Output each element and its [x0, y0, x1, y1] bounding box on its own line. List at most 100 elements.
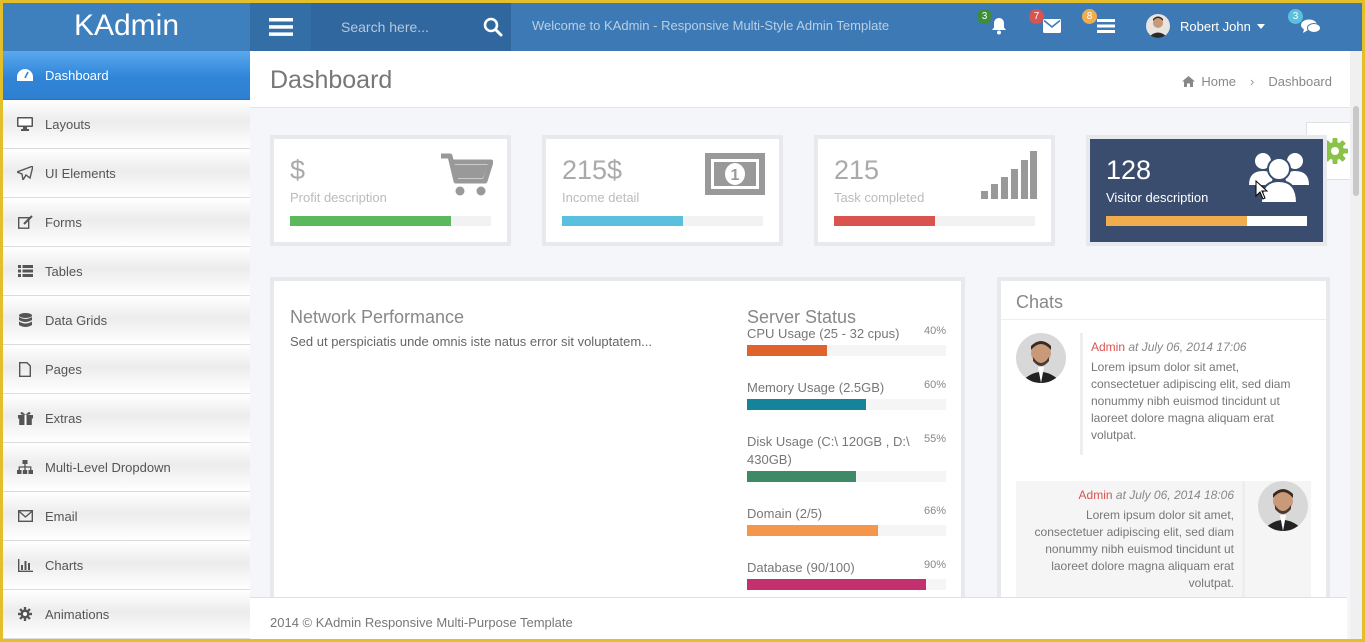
server-status-label: Database (90/100) [747, 560, 855, 575]
app-frame: KAdmin Dashboard Layouts UI Elements Forms T… [3, 3, 1362, 639]
bar-chart-icon [17, 557, 33, 573]
sidebar-item-label: Email [45, 508, 78, 524]
sidebar-item-animations[interactable]: Animations [3, 590, 250, 639]
sidebar-item-label: Tables [45, 263, 83, 279]
stat-progress [562, 216, 763, 226]
chat-badge: 3 [1288, 9, 1303, 24]
stat-card-visitors: 128 Visitor description [1086, 135, 1327, 246]
divider [1001, 319, 1326, 320]
chat-bubble: Admin at July 06, 2014 17:06 Lorem ipsum… [1091, 339, 1311, 444]
sidebar-item-label: Multi-Level Dropdown [45, 459, 171, 475]
sidebar-item-label: Forms [45, 214, 82, 230]
stat-description: Visitor description [1106, 190, 1209, 205]
sidebar-item-pages[interactable]: Pages [3, 345, 250, 394]
sidebar-item-ui-elements[interactable]: UI Elements [3, 149, 250, 198]
sidebar-item-layouts[interactable]: Layouts [3, 100, 250, 149]
money-icon: 1 [705, 153, 765, 195]
sidebar-item-label: Pages [45, 361, 82, 377]
sidebar-item-multi-level-dropdown[interactable]: Multi-Level Dropdown [3, 443, 250, 492]
sidebar-item-extras[interactable]: Extras [3, 394, 250, 443]
user-menu[interactable]: Robert John [1146, 14, 1265, 38]
comments-icon[interactable] [1301, 19, 1321, 35]
chat-message: Admin at July 06, 2014 18:06 Lorem ipsum… [1016, 481, 1311, 601]
caret-down-icon [1256, 23, 1265, 29]
sidebar-item-tables[interactable]: Tables [3, 247, 250, 296]
server-status-label: Domain (2/5) [747, 506, 823, 521]
search-icon[interactable] [483, 17, 503, 37]
stat-description: Income detail [562, 190, 640, 205]
mouse-cursor-icon [1255, 180, 1268, 200]
chat-text: Lorem ipsum dolor sit amet, consectetuer… [1091, 360, 1291, 442]
sidebar-item-label: Charts [45, 557, 84, 573]
sidebar-item-email[interactable]: Email [3, 492, 250, 541]
server-status-bar [747, 399, 946, 410]
server-status-bar [747, 579, 946, 590]
svg-text:1: 1 [731, 167, 740, 184]
scrollbar[interactable] [1350, 51, 1362, 639]
envelope-icon[interactable] [1043, 19, 1061, 33]
scroll-thumb[interactable] [1353, 106, 1359, 196]
avatar [1146, 14, 1170, 38]
sidebar-item-charts[interactable]: Charts [3, 541, 250, 590]
brand-logo[interactable]: KAdmin [3, 3, 250, 51]
stat-value: 128 [1106, 155, 1152, 185]
stat-value: 215 [834, 155, 880, 185]
footer: 2014 © KAdmin Responsive Multi-Purpose T… [250, 597, 1347, 639]
bell-badge: 3 [977, 9, 992, 24]
sitemap-icon [17, 459, 33, 475]
server-status-percent: 90% [923, 559, 946, 571]
stat-progress-fill [562, 216, 683, 226]
chats-title: Chats [1016, 292, 1064, 312]
server-status-label: Disk Usage (C:\ 120GB , D:\ 430GB) [747, 434, 910, 467]
tasks-icon[interactable] [1097, 19, 1115, 33]
server-status-percent: 66% [923, 505, 946, 517]
network-title: Network Performance [290, 307, 465, 327]
breadcrumb-home-link[interactable]: Home [1201, 74, 1237, 89]
stat-value: $ [290, 155, 306, 185]
edit-icon [17, 214, 33, 230]
sidebar-item-label: Extras [45, 410, 82, 426]
chat-author[interactable]: Admin [1078, 488, 1113, 502]
breadcrumb-current: Dashboard [1268, 74, 1332, 89]
server-status-percent: 40% [923, 325, 946, 337]
stat-card-tasks: 215 Task completed [814, 135, 1055, 246]
sidebar-item-label: Layouts [45, 116, 91, 132]
shopping-cart-icon [441, 153, 493, 196]
stat-progress-fill [834, 216, 935, 226]
chat-meta: Admin at July 06, 2014 18:06 [1024, 487, 1234, 504]
stat-progress [1106, 216, 1307, 226]
server-status-bar-fill [747, 345, 827, 356]
page-title: Dashboard [270, 66, 393, 94]
chat-author[interactable]: Admin [1091, 340, 1126, 354]
sidebar-item-forms[interactable]: Forms [3, 198, 250, 247]
tasks-badge: 8 [1082, 9, 1097, 24]
breadcrumb: Home › Dashboard [1182, 74, 1332, 89]
stat-description: Profit description [290, 190, 387, 205]
page-header: Dashboard Home › Dashboard [250, 51, 1362, 108]
menu-toggle-button[interactable] [250, 3, 311, 51]
sidebar-item-data-grids[interactable]: Data Grids [3, 296, 250, 345]
bell-icon[interactable] [990, 17, 1008, 35]
home-icon [1182, 76, 1196, 87]
sidebar-item-label: UI Elements [45, 165, 116, 181]
stat-card-profit: $ Profit description [270, 135, 511, 246]
stat-description: Task completed [834, 190, 925, 205]
hamburger-icon [268, 18, 293, 36]
stat-progress [834, 216, 1035, 226]
stat-progress-fill [290, 216, 451, 226]
stat-value: 215$ [562, 155, 623, 185]
breadcrumb-separator: › [1250, 74, 1255, 89]
file-icon [17, 361, 33, 377]
chat-time: at July 06, 2014 18:06 [1115, 488, 1234, 502]
sidebar-item-dashboard[interactable]: Dashboard [3, 51, 250, 100]
server-status: Server Status CPU Usage (25 - 32 cpus) 40… [747, 307, 946, 607]
gear-icon [17, 606, 33, 622]
network-panel: Network Performance Sed ut perspiciatis … [270, 277, 965, 607]
user-name: Robert John [1180, 18, 1251, 34]
chats-panel: Chats Admin [997, 277, 1330, 607]
avatar [1016, 333, 1066, 383]
chat-bubble: Admin at July 06, 2014 18:06 Lorem ipsum… [1024, 487, 1234, 592]
search-input[interactable] [341, 19, 501, 35]
desktop-icon [17, 116, 33, 132]
chat-divider [1080, 333, 1083, 455]
